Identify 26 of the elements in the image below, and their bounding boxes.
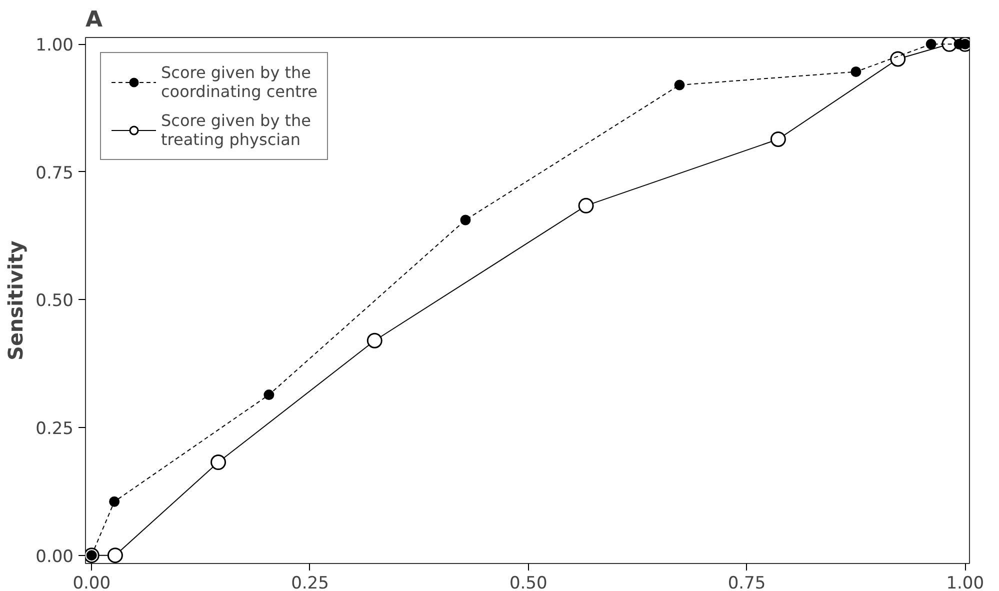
chart-title: A [86, 8, 103, 32]
point [770, 131, 786, 147]
y-tick-label: 0.75 [36, 163, 74, 184]
point [890, 51, 906, 67]
y-tick-label: 0.25 [36, 419, 74, 440]
x-tick-label: 0.50 [509, 574, 548, 591]
y-tick-label: 0.50 [36, 291, 74, 312]
x-tick-label: 1.00 [946, 574, 984, 591]
point [926, 38, 936, 50]
y-tick-label: 0.00 [36, 546, 74, 567]
x-tick-label: 0.75 [728, 574, 766, 591]
x-tick-label: 0.25 [291, 574, 329, 591]
point [107, 548, 123, 564]
legend-label: Score given by the coordinating centre [161, 63, 318, 101]
point [578, 198, 594, 214]
point [674, 80, 685, 90]
point [210, 454, 226, 470]
point [850, 66, 862, 77]
y-axis-title: Sensitivity [4, 240, 28, 360]
point [109, 496, 120, 507]
point [264, 390, 274, 400]
y-tick-label: 1.00 [36, 36, 74, 56]
x-tick-label: 0.00 [72, 574, 111, 591]
legend-label: Score given by the treating physcian [161, 111, 312, 149]
point [460, 214, 471, 226]
point [366, 332, 382, 348]
